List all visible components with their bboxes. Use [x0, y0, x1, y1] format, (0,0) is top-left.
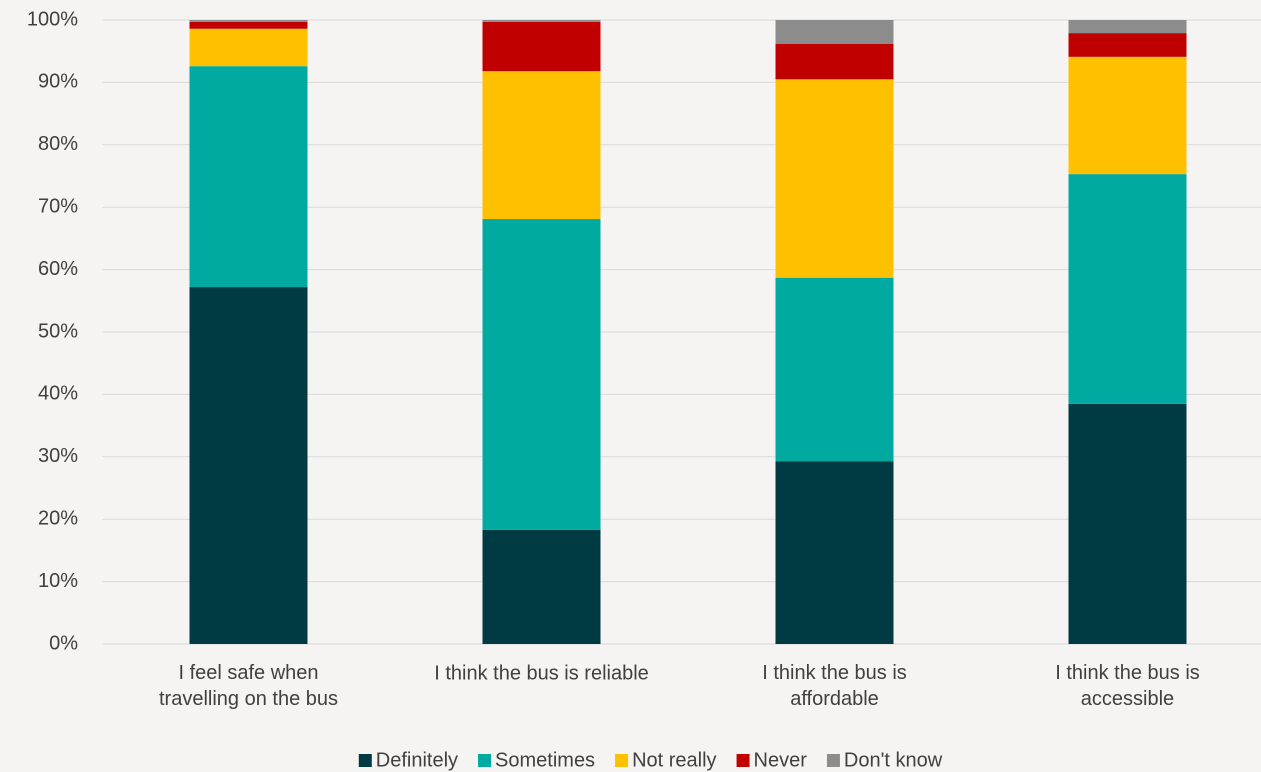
- x-tick-label: I feel safe when travelling on the bus: [159, 662, 338, 710]
- legend-swatch: [736, 754, 750, 767]
- legend-item: Sometimes: [478, 749, 595, 771]
- y-tick-label: 10%: [38, 570, 78, 592]
- bar-segment: [482, 21, 601, 72]
- y-tick-label: 90%: [38, 71, 78, 93]
- legend-item: Don't know: [826, 749, 943, 771]
- legend-swatch: [478, 754, 492, 767]
- bar-segment: [482, 529, 601, 644]
- y-tick-label: 40%: [38, 383, 78, 405]
- legend-label: Don't know: [844, 749, 943, 771]
- x-tick-label: I think the bus is reliable: [434, 662, 649, 684]
- legend-item: Not really: [615, 749, 717, 771]
- y-tick-label: 50%: [38, 320, 78, 342]
- bar-segment: [1068, 174, 1187, 404]
- bar-segment: [775, 461, 894, 644]
- y-tick-label: 60%: [38, 258, 78, 280]
- legend-swatch: [358, 754, 372, 767]
- bar-segment: [1068, 403, 1187, 644]
- bar-segment: [775, 20, 894, 44]
- bar-segment: [775, 277, 894, 462]
- bar-segment: [189, 28, 308, 67]
- legend-swatch: [826, 754, 840, 767]
- y-tick-label: 100%: [27, 8, 78, 30]
- legend-item: Never: [736, 749, 808, 771]
- legend-swatch: [615, 754, 629, 767]
- y-tick-label: 20%: [38, 507, 78, 529]
- bar-segment: [189, 287, 308, 644]
- x-tick-label: I think the bus is accessible: [1055, 662, 1200, 710]
- bar-segment: [482, 71, 601, 220]
- y-tick-label: 80%: [38, 133, 78, 155]
- bar-segment: [189, 66, 308, 288]
- legend-label: Not really: [632, 749, 716, 771]
- y-tick-label: 70%: [38, 195, 78, 217]
- x-tick-label: I think the bus is affordable: [762, 662, 907, 710]
- bar-segment: [482, 20, 601, 22]
- bar-segment: [775, 79, 894, 278]
- bar-segment: [189, 21, 308, 29]
- bar-segment: [1068, 56, 1187, 175]
- bar-segment: [189, 20, 308, 22]
- legend-label: Never: [754, 749, 808, 771]
- bar-segment: [775, 43, 894, 80]
- bar-segment: [1068, 20, 1187, 34]
- y-tick-label: 30%: [38, 445, 78, 467]
- y-tick-label: 0%: [49, 632, 78, 654]
- legend-item: Definitely: [358, 749, 458, 771]
- bar-segment: [1068, 33, 1187, 57]
- legend-label: Definitely: [376, 749, 458, 771]
- legend-label: Sometimes: [495, 749, 595, 771]
- bar-segment: [482, 219, 601, 530]
